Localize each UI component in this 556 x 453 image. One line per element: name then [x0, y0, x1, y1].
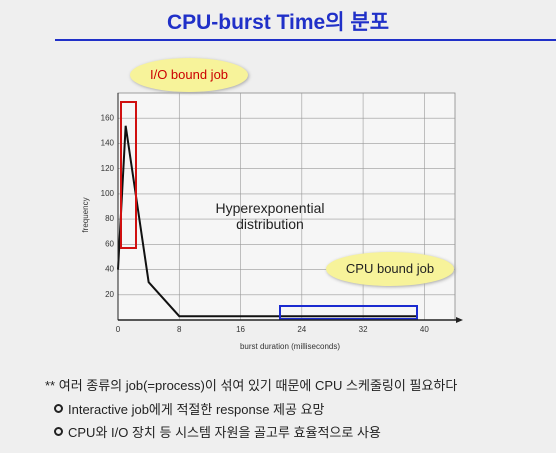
io-highlight [120, 101, 137, 249]
y-tick-label: 120 [101, 164, 115, 173]
y-axis-label: frequency [81, 197, 90, 232]
bullet-dot [54, 404, 63, 413]
title-rule [55, 39, 556, 41]
x-tick-label: 40 [420, 325, 429, 334]
note: ** 여러 종류의 job(=process)이 섞여 있기 때문에 CPU 스… [45, 378, 458, 393]
y-tick-label: 160 [101, 113, 115, 122]
y-tick-label: 60 [105, 239, 114, 248]
y-tick-label: 40 [105, 265, 114, 274]
cpu-highlight [279, 305, 418, 320]
x-axis-label: burst duration (milliseconds) [240, 342, 340, 351]
slide-title: CPU-burst Time의 분포 [166, 11, 390, 34]
annotation: Hyperexponential distribution [215, 200, 325, 232]
y-tick-label: 80 [105, 214, 114, 223]
x-axis-arrow [456, 317, 463, 323]
y-tick-label: 140 [101, 139, 115, 148]
data-line [117, 125, 417, 318]
x-tick-label: 8 [177, 325, 182, 334]
bullet-dot [54, 427, 63, 436]
x-tick-label: 32 [359, 325, 368, 334]
cpu-bubble: CPU bound job [326, 252, 454, 286]
x-tick-label: 16 [236, 325, 245, 334]
x-tick-label: 24 [297, 325, 306, 334]
bullet: Interactive job에게 적절한 response 제공 요망 [68, 402, 325, 417]
bullet: CPU와 I/O 장치 등 시스템 자원을 골고루 효율적으로 사용 [68, 425, 381, 440]
io-bubble: I/O bound job [130, 58, 248, 92]
y-tick-label: 100 [101, 189, 115, 198]
x-tick-label: 0 [116, 325, 121, 334]
y-tick-label: 20 [105, 290, 114, 299]
